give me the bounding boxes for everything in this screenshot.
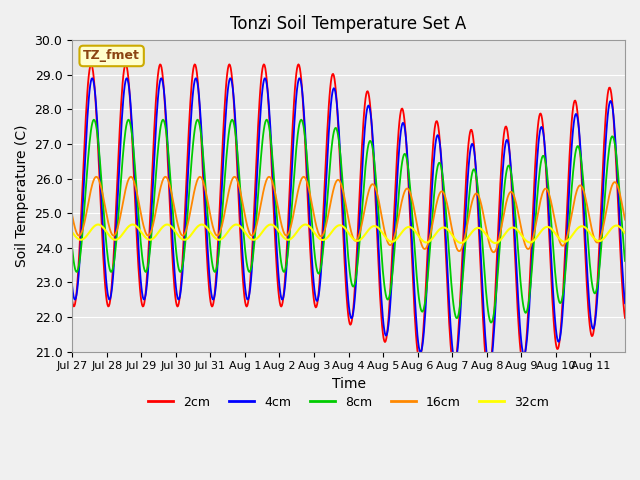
Text: TZ_fmet: TZ_fmet (83, 49, 140, 62)
Y-axis label: Soil Temperature (C): Soil Temperature (C) (15, 125, 29, 267)
Legend: 2cm, 4cm, 8cm, 16cm, 32cm: 2cm, 4cm, 8cm, 16cm, 32cm (143, 391, 554, 414)
X-axis label: Time: Time (332, 377, 365, 391)
Title: Tonzi Soil Temperature Set A: Tonzi Soil Temperature Set A (230, 15, 467, 33)
